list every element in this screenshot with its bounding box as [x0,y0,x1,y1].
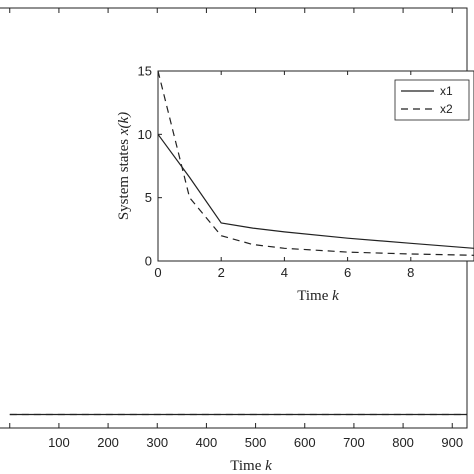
inset-x-tick-label: 2 [218,265,225,280]
main-x-axis-label: Time k [230,458,272,474]
inset-y-tick-label: 10 [138,127,152,142]
main-x-tick-label: 500 [245,435,267,450]
inset-series-line-x1 [157,133,474,249]
inset-x-tick-label: 0 [154,265,161,280]
inset-x-axis-label: Time k [297,288,339,304]
legend-box [394,79,470,121]
inset-x-tick-label: 4 [281,265,288,280]
inset-y-tick-labels: 0 5 10 15 [138,64,152,269]
inset-y-tick-label: 5 [145,190,152,205]
main-x-tick-label: 700 [343,435,365,450]
inset-x-tick-labels: 0 2 4 6 8 [154,265,414,280]
inset-series-line-x2 [157,70,474,256]
main-top-ticks [9,8,453,13]
main-x-tick-label: 200 [97,435,119,450]
inset-legend: x1 x2 [394,79,470,121]
legend-label-x2: x2 [440,102,453,116]
main-bottom-ticks [9,423,453,428]
inset-ticks [157,70,412,262]
inset-y-axis-label: System states x(k) [116,112,132,220]
main-x-tick-label: 900 [441,435,463,450]
inset-y-tick-label: 0 [145,254,152,269]
main-x-tick-label: 100 [48,435,70,450]
main-x-tick-label: 400 [196,435,218,450]
legend-label-x1: x1 [440,84,453,98]
inset-y-tick-label: 15 [138,64,152,79]
main-x-tick-label: 300 [146,435,168,450]
main-x-tick-labels: 100 200 300 400 500 600 700 800 900 [48,435,463,450]
inset-x-tick-label: 6 [344,265,351,280]
inset-x-tick-label: 8 [407,265,414,280]
inset-series-group [157,70,474,256]
main-x-tick-label: 600 [294,435,316,450]
main-x-tick-label: 800 [392,435,414,450]
